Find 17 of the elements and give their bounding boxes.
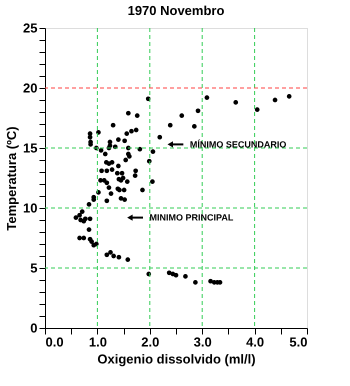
x-tick-label: 4.0 (246, 334, 264, 350)
x-tick-label: 1.0 (88, 334, 107, 350)
annotation: MINIMO PRINCIPAL (150, 212, 234, 223)
y-tick-label: 5 (30, 260, 38, 276)
y-tick-label: 10 (23, 200, 38, 216)
x-tick-label: 5.0 (289, 334, 308, 350)
x-tick-label: 3.0 (194, 334, 212, 350)
x-tick-label: 0.0 (46, 334, 64, 350)
x-axis-title: Oxigenio dissolvido (ml/l) (97, 352, 256, 366)
y-tick-label: 25 (23, 20, 38, 36)
y-tick-label: 0 (30, 320, 38, 336)
y-tick-label: 15 (23, 140, 38, 156)
y-tick-label: 20 (23, 80, 38, 96)
x-tick-label: 2.0 (141, 334, 160, 350)
chart-title: 1970 Novembro (128, 3, 224, 18)
annotation: MÍNIMO SECUNDARIO (190, 139, 286, 150)
y-axis-title: Temperatura (ºC) (4, 126, 20, 231)
